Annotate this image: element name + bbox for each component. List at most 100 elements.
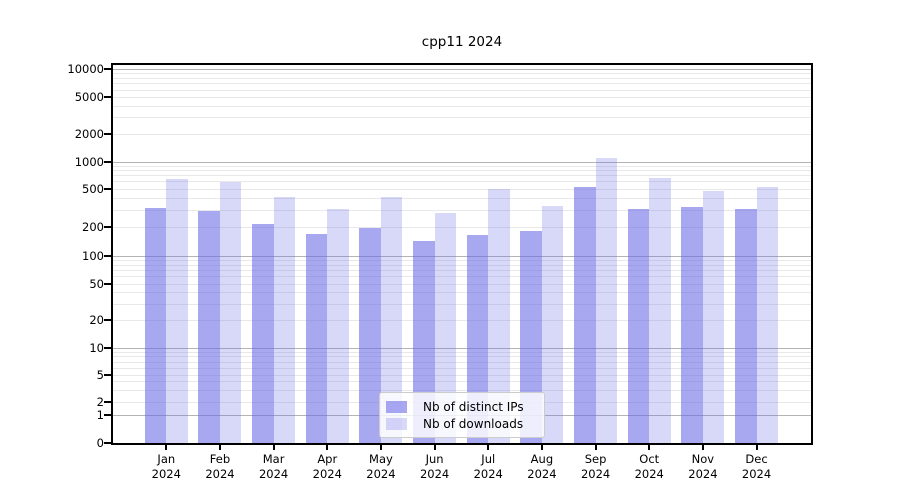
plot-area [111,63,813,445]
legend: Nb of distinct IPs Nb of downloads [379,392,545,438]
bar-downloads-mar [273,197,296,443]
legend-swatch-distinct-ips [386,401,407,413]
y-tick-label: 200 [82,220,104,235]
bar-distinct-ips-apr [305,234,328,443]
legend-label-distinct-ips: Nb of distinct IPs [423,400,524,414]
x-axis-tick [326,445,329,450]
x-tick-label: Jul 2024 [473,452,503,481]
y-tick-label: 2000 [74,127,104,141]
bar-distinct-ips-nov [681,207,703,443]
bar-downloads-may [380,196,403,443]
bar-downloads-jul [488,188,510,443]
gridline-minor [113,188,811,190]
x-tick-label: Nov 2024 [688,452,718,481]
x-axis-tick [540,445,543,450]
gridline-minor [113,197,811,199]
x-tick-label: Apr 2024 [312,452,342,481]
x-axis-tick [487,445,490,450]
gridline-minor [113,105,811,107]
gridline-major [113,68,811,70]
bar-distinct-ips-mar [252,224,274,443]
y-axis-tick [104,255,111,258]
gridline-minor [113,170,811,172]
bar-distinct-ips-aug [520,231,542,443]
gridline-major [113,255,811,257]
gridline-major [113,161,811,163]
gridline-minor [113,389,811,391]
bar-distinct-ips-sep [574,186,596,443]
legend-label-downloads: Nb of downloads [423,417,524,431]
bar-downloads-oct [649,177,671,443]
x-tick-label: Jan 2024 [151,452,181,481]
gridline-minor [113,367,811,369]
bar-distinct-ips-may [359,228,381,443]
x-axis-tick [272,445,275,450]
y-axis-tick [104,226,111,229]
bar-downloads-jan [166,178,188,443]
y-axis-tick [104,442,111,444]
gridline-minor [113,181,811,183]
chart-title: cpp11 2024 [421,34,503,50]
y-tick-label: 10000 [67,62,104,77]
gridline-minor [113,374,811,376]
y-tick-label: 1000 [74,155,104,169]
x-axis-tick [755,445,758,450]
gridline-minor [113,260,811,262]
y-axis-tick [104,68,111,71]
bar-distinct-ips-dec [735,209,757,443]
y-tick-label: 500 [82,182,104,196]
gridline-minor [113,292,811,294]
y-axis-tick [104,319,111,322]
y-axis-tick [104,347,111,349]
x-axis-tick [648,445,651,450]
gridline-major [113,347,811,349]
gridline-minor [113,351,811,353]
y-axis-tick [104,374,111,377]
gridline-minor [113,89,811,91]
y-tick-label: 10 [89,341,104,355]
x-axis-tick [433,445,436,450]
y-tick-label: 5000 [74,90,104,105]
gridline-minor [113,117,811,119]
y-axis-tick [104,133,111,135]
x-axis-tick [379,445,382,450]
bar-downloads-dec [756,187,779,443]
bar-distinct-ips-feb [198,211,220,443]
bar-distinct-ips-oct [627,208,650,443]
y-tick-label: 0 [96,436,104,450]
y-tick-label: 2 [96,395,104,410]
bar-downloads-apr [327,209,349,443]
y-axis-tick [104,188,111,190]
gridline-minor [113,83,811,85]
bar-distinct-ips-jul [466,235,489,443]
y-axis-tick [104,96,111,99]
gridline-minor [113,165,811,167]
y-tick-label: 20 [89,313,104,328]
y-tick-label: 5 [96,368,104,383]
x-axis-tick [594,445,597,450]
gridline-minor [113,209,811,211]
bar-downloads-aug [541,205,564,443]
bar-downloads-feb [219,181,242,443]
x-tick-label: Sep 2024 [580,452,611,481]
gridline-minor [113,283,811,285]
x-axis-tick [701,445,704,450]
bar-downloads-sep [595,158,618,443]
gridline-minor [113,73,811,75]
gridline-minor [113,270,811,272]
y-tick-label: 100 [82,249,104,264]
x-tick-label: Aug 2024 [527,452,557,481]
gridline-minor [113,303,811,305]
x-tick-label: Jun 2024 [419,452,450,481]
x-tick-label: Mar 2024 [258,452,289,481]
y-axis-tick [104,414,111,417]
x-axis-tick [218,445,221,450]
y-axis-tick [104,401,111,404]
gridline-minor [113,175,811,177]
gridline-minor [113,133,811,135]
gridline-minor [113,264,811,266]
x-tick-label: Feb 2024 [205,452,235,481]
y-tick-label: 50 [89,277,104,291]
y-axis-tick [104,283,111,285]
gridline-minor [113,381,811,383]
